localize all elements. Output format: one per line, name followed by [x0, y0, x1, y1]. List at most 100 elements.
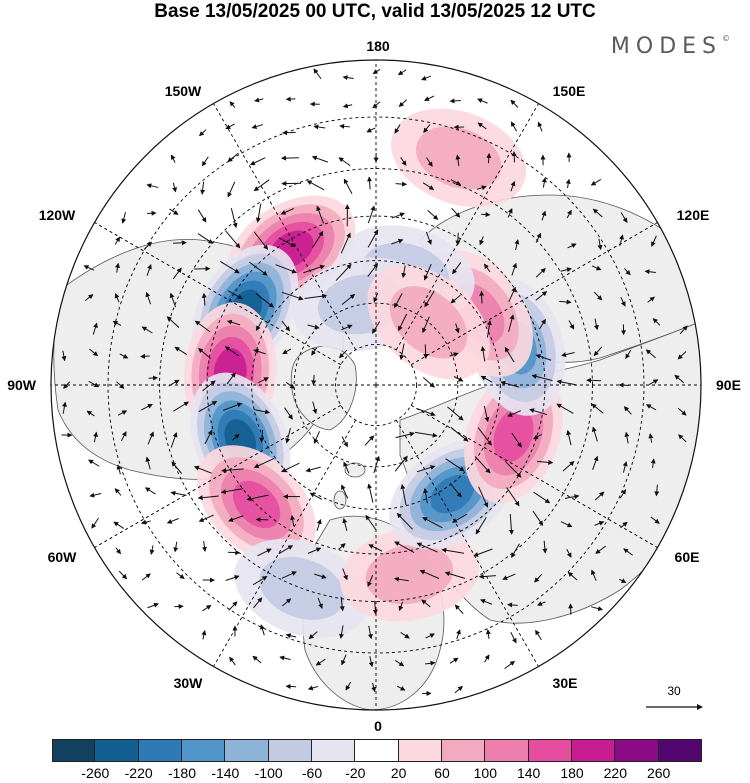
wind-vector — [367, 229, 379, 248]
wind-vector — [312, 401, 318, 415]
wind-vector — [166, 316, 180, 328]
wind-vector — [340, 232, 351, 254]
wind-vector — [541, 177, 547, 188]
meridian-line — [94, 222, 342, 366]
wind-vector — [342, 103, 353, 109]
wind-vector — [88, 459, 100, 467]
wind-vector — [425, 231, 432, 246]
wind-vector — [620, 521, 628, 529]
wind-vector — [622, 461, 628, 473]
wind-vector — [313, 68, 322, 80]
wind-vector — [422, 316, 430, 334]
wind-vector — [478, 574, 496, 580]
wind-vector — [114, 293, 120, 303]
wind-vector — [445, 458, 465, 472]
wind-vector — [620, 212, 628, 224]
meridian-line — [213, 103, 357, 351]
wind-vector — [116, 381, 125, 389]
colorbar-swatch — [225, 739, 269, 762]
wind-vector — [62, 401, 67, 414]
wind-vector — [586, 377, 601, 383]
wind-vector — [397, 69, 407, 76]
reference-vector-label: 30 — [667, 684, 681, 698]
wind-vector — [591, 426, 598, 442]
wind-vector — [423, 487, 429, 504]
colorbar-frame — [52, 739, 702, 762]
wind-vector — [426, 157, 433, 167]
wind-vector — [510, 180, 516, 192]
wind-vector — [510, 121, 518, 132]
wind-vector — [507, 410, 522, 417]
wind-vector — [147, 602, 159, 609]
wind-vector — [306, 180, 325, 191]
wind-vector — [89, 348, 99, 357]
wind-vector — [504, 660, 516, 670]
wind-vector — [201, 156, 209, 167]
wind-vector — [568, 320, 575, 330]
wind-vector — [481, 212, 491, 218]
wind-vector — [284, 407, 293, 420]
wind-vector — [342, 517, 348, 531]
wind-vector — [172, 182, 177, 193]
wind-vector — [226, 319, 241, 326]
wind-vector — [254, 97, 264, 103]
wind-vector — [166, 518, 179, 524]
wind-vector — [511, 543, 520, 558]
wind-vector — [367, 574, 374, 587]
wind-vector — [394, 659, 405, 667]
lon-label-60e: 60E — [675, 549, 700, 565]
wind-vector — [561, 352, 575, 357]
anomaly-contour — [365, 544, 454, 605]
wind-vector — [504, 346, 515, 363]
wind-vector — [395, 181, 408, 187]
wind-vector — [311, 155, 329, 163]
lon-label-150w: 150W — [165, 83, 202, 99]
wind-vector — [219, 261, 240, 274]
wind-vector — [316, 518, 322, 531]
wind-vector — [424, 95, 435, 101]
wind-vector — [483, 263, 491, 273]
wind-vector — [257, 548, 272, 557]
wind-vector — [198, 129, 207, 137]
wind-vector — [423, 263, 432, 281]
wind-vector — [169, 292, 176, 308]
wind-vector — [339, 123, 350, 129]
wind-vector — [198, 401, 218, 413]
wind-vector — [368, 544, 383, 552]
wind-vector — [541, 210, 547, 221]
wind-vector — [342, 568, 348, 581]
wind-vector — [252, 576, 268, 586]
wind-vector — [536, 459, 554, 465]
wind-vector — [511, 432, 522, 448]
wind-vector — [677, 351, 687, 360]
wind-vector — [169, 208, 179, 215]
wind-vector — [114, 488, 122, 496]
wind-vector — [454, 685, 463, 694]
wind-vector — [313, 124, 326, 130]
wind-vector — [401, 265, 407, 279]
wind-vector — [141, 573, 151, 581]
wind-vector — [529, 408, 548, 416]
wind-vector — [677, 407, 687, 416]
wind-vector — [416, 408, 436, 417]
wind-vector — [508, 513, 514, 535]
wind-vector — [535, 232, 542, 243]
latitude-circle — [251, 260, 501, 510]
wind-vector — [396, 685, 406, 691]
wind-vector — [651, 235, 657, 247]
wind-vector — [313, 431, 320, 444]
wind-vector — [535, 291, 548, 301]
wind-vector — [508, 286, 516, 303]
wind-vector — [121, 212, 127, 224]
wind-vector — [143, 241, 153, 250]
wind-vector — [86, 410, 95, 417]
wind-vector — [393, 576, 409, 582]
wind-vector — [597, 238, 603, 251]
wind-vector — [449, 657, 459, 664]
wind-vector — [172, 267, 182, 280]
wind-vector — [342, 75, 354, 81]
wind-vector — [231, 433, 240, 441]
wind-vector — [477, 98, 488, 104]
wind-vector — [538, 318, 546, 330]
wind-vector — [533, 433, 543, 440]
